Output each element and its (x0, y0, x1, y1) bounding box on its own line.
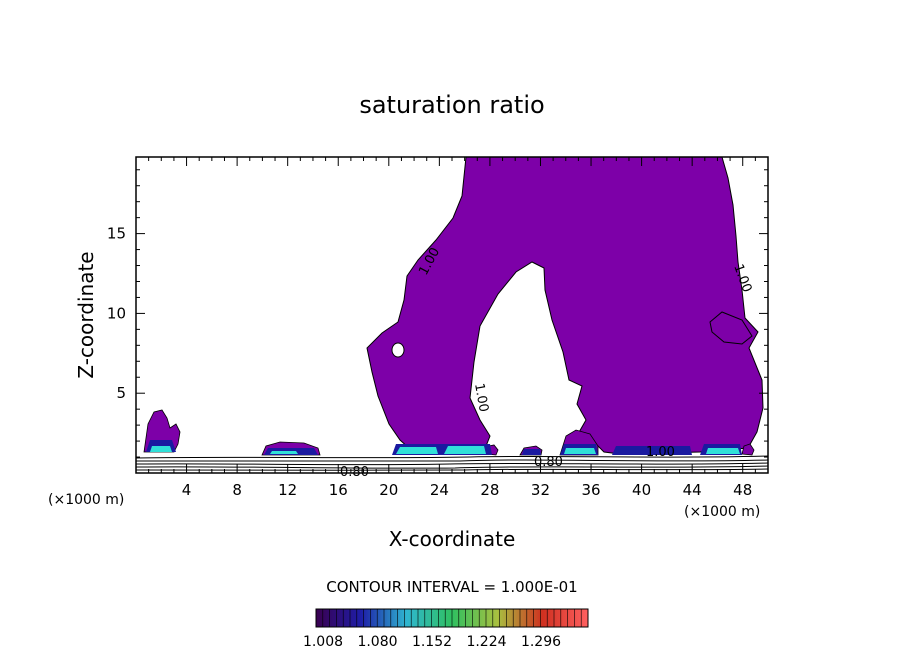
x-tick-label: 12 (278, 481, 297, 499)
contour-interval-label: CONTOUR INTERVAL = 1.000E-01 (326, 578, 577, 596)
x-tick-label: 4 (182, 481, 192, 499)
contour-line (135, 455, 769, 459)
colorbar: 1.008 1.080 1.152 1.224 1.296 (303, 608, 589, 650)
x-unit-label-left: (×1000 m) (48, 492, 124, 508)
cyan-band (564, 448, 596, 454)
contour-label: 1.00 (646, 445, 675, 460)
x-tick-label: 40 (632, 481, 651, 499)
contour-line (135, 465, 769, 469)
x-tick-labels: 4 8 12 16 20 24 28 32 36 40 44 48 (182, 481, 752, 499)
y-axis-label: Z-coordinate (74, 251, 98, 378)
colorbar-tick-label: 1.296 (521, 634, 561, 650)
y-tick-labels: 5 10 15 (107, 225, 126, 403)
plot-area: 1.00 1.00 1.00 1.00 0.80 0.80 (135, 156, 769, 480)
contour-line (135, 462, 769, 466)
contour-line (135, 459, 769, 462)
colorbar-tick-label: 1.152 (412, 634, 452, 650)
cyan-band (706, 448, 740, 454)
saturation-region-small-6 (741, 443, 755, 456)
axis-ticks (136, 157, 768, 473)
colorbar-tick-label: 1.080 (357, 634, 397, 650)
chart-title: saturation ratio (359, 91, 544, 119)
x-tick-label: 8 (232, 481, 242, 499)
blue-band (522, 449, 541, 455)
colorbar-tick-label: 1.224 (466, 634, 506, 650)
cyan-band (396, 447, 438, 454)
high-saturation-bands (146, 440, 742, 455)
x-tick-label: 36 (581, 481, 600, 499)
x-tick-label: 24 (430, 481, 449, 499)
x-tick-label: 48 (733, 481, 752, 499)
colorbar-separators (322, 609, 582, 627)
colorbar-tick-labels: 1.008 1.080 1.152 1.224 1.296 (303, 634, 561, 650)
cyan-band (444, 446, 486, 454)
contour-label: 0.80 (534, 455, 563, 470)
x-unit-label-right: (×1000 m) (684, 504, 760, 520)
x-tick-label: 32 (531, 481, 550, 499)
x-axis-label: X-coordinate (389, 527, 516, 551)
x-tick-label: 28 (480, 481, 499, 499)
blue-band (612, 446, 692, 455)
contour-label: 1.00 (471, 382, 491, 413)
x-tick-label: 44 (683, 481, 702, 499)
y-tick-label: 15 (107, 225, 126, 243)
cyan-band (270, 451, 298, 454)
cyan-band (150, 446, 172, 452)
y-tick-label: 5 (116, 384, 126, 402)
colorbar-tick-label: 1.008 (303, 634, 343, 650)
x-tick-label: 20 (379, 481, 398, 499)
x-tick-label: 16 (329, 481, 348, 499)
y-tick-label: 10 (107, 304, 126, 322)
saturation-region-main (366, 156, 764, 455)
